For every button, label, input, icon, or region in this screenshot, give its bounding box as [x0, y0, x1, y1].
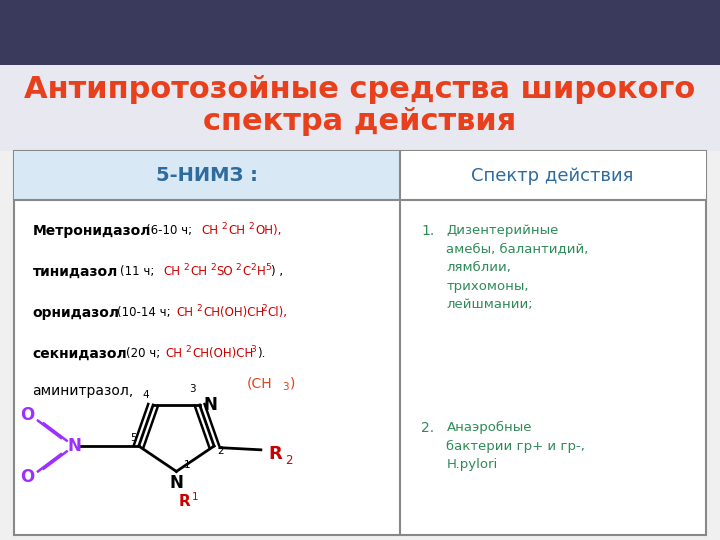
Text: 5: 5 — [130, 433, 137, 443]
Text: 3: 3 — [189, 384, 196, 394]
Text: O: O — [20, 468, 35, 487]
Text: CH: CH — [166, 347, 183, 360]
Text: 2: 2 — [210, 263, 216, 272]
Text: тинидазол: тинидазол — [32, 265, 117, 279]
Text: Cl),: Cl), — [268, 306, 288, 319]
Text: 4: 4 — [143, 389, 150, 400]
Text: R: R — [268, 445, 282, 463]
Text: (6-10 ч;: (6-10 ч; — [146, 224, 196, 237]
Text: (CH: (CH — [246, 376, 272, 390]
Text: 1.: 1. — [421, 224, 434, 238]
Text: CH: CH — [228, 224, 246, 237]
Text: ): ) — [289, 376, 295, 390]
Text: N: N — [203, 396, 217, 414]
FancyBboxPatch shape — [0, 65, 720, 151]
Text: CH: CH — [176, 306, 194, 319]
Text: ) ,: ) , — [271, 265, 284, 278]
Text: 2: 2 — [222, 222, 228, 231]
Text: CH: CH — [202, 224, 219, 237]
Text: Метронидазол: Метронидазол — [32, 224, 150, 238]
Text: N: N — [169, 474, 184, 492]
Text: 2: 2 — [184, 263, 189, 272]
Text: R: R — [179, 494, 190, 509]
Text: 2.: 2. — [421, 421, 434, 435]
Text: 3: 3 — [251, 345, 256, 354]
Text: 2: 2 — [186, 345, 192, 354]
Text: 3: 3 — [282, 382, 289, 392]
Text: Дизентерийные
амебы, балантидий,
лямблии,
трихомоны,
лейшмании;: Дизентерийные амебы, балантидий, лямблии… — [446, 224, 589, 311]
FancyBboxPatch shape — [0, 0, 720, 65]
Text: (20 ч;: (20 ч; — [126, 347, 164, 360]
FancyBboxPatch shape — [400, 151, 706, 200]
Text: CH(OH)CH: CH(OH)CH — [192, 347, 253, 360]
Text: 5: 5 — [266, 263, 271, 272]
Text: 2: 2 — [217, 446, 224, 456]
FancyBboxPatch shape — [14, 151, 706, 535]
Text: 2: 2 — [261, 304, 267, 313]
Text: 2: 2 — [285, 454, 293, 467]
Text: 5-НИМЗ :: 5-НИМЗ : — [156, 166, 258, 185]
Text: C: C — [242, 265, 250, 278]
Text: (11 ч;: (11 ч; — [120, 265, 158, 278]
Text: секнидазол: секнидазол — [32, 347, 127, 361]
Text: аминитразол,: аминитразол, — [32, 384, 134, 398]
Text: 2: 2 — [197, 304, 202, 313]
Text: 1: 1 — [184, 460, 190, 470]
Text: Спектр действия: Спектр действия — [472, 166, 634, 185]
FancyBboxPatch shape — [14, 151, 400, 200]
Text: CH: CH — [190, 265, 207, 278]
Text: O: O — [20, 406, 35, 424]
Text: 2: 2 — [248, 222, 254, 231]
Text: 2: 2 — [235, 263, 241, 272]
Text: 1: 1 — [192, 492, 198, 502]
Text: орнидазол: орнидазол — [32, 306, 120, 320]
Text: спектра действия: спектра действия — [203, 107, 517, 136]
Text: 2: 2 — [251, 263, 256, 272]
Text: Антипротозойные средства широкого: Антипротозойные средства широкого — [24, 75, 696, 104]
Text: CH: CH — [163, 265, 181, 278]
Text: Анаэробные
бактерии гр+ и гр-,
H.pylori: Анаэробные бактерии гр+ и гр-, H.pylori — [446, 421, 585, 471]
Text: ).: ). — [257, 347, 266, 360]
Text: H: H — [257, 265, 266, 278]
Text: CH(OH)CH: CH(OH)CH — [203, 306, 264, 319]
Text: OH),: OH), — [255, 224, 282, 237]
Text: SO: SO — [217, 265, 233, 278]
Text: (10-14 ч;: (10-14 ч; — [117, 306, 175, 319]
Text: N: N — [67, 437, 81, 455]
